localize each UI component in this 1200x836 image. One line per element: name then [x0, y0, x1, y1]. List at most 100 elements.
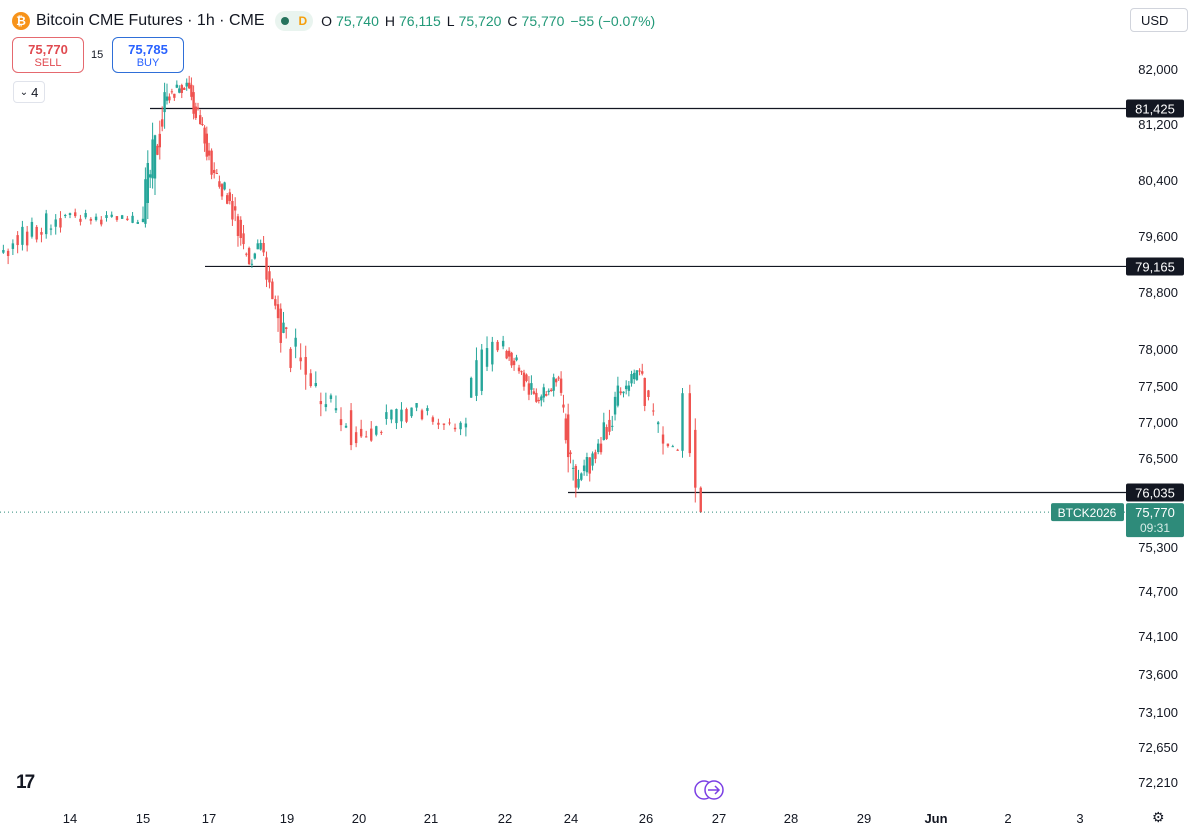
- y-axis-tick-label: 77,000: [1138, 415, 1178, 430]
- candle: [223, 181, 226, 191]
- candle: [694, 418, 697, 503]
- candle: [276, 295, 280, 332]
- candle: [554, 378, 558, 387]
- candle: [624, 380, 628, 395]
- candle: [205, 126, 208, 161]
- candle: [415, 403, 418, 412]
- symbol-header[interactable]: ₿ Bitcoin CME Futures · 1h · CME D O 75,…: [12, 9, 655, 33]
- svg-text:81,425: 81,425: [1135, 102, 1175, 117]
- candle: [527, 376, 531, 401]
- candle: [282, 311, 285, 334]
- candle: [163, 82, 166, 129]
- candle: [431, 415, 435, 425]
- candle: [170, 88, 174, 95]
- x-axis-tick-label: 21: [424, 811, 438, 826]
- settings-icon[interactable]: ⚙: [1152, 809, 1165, 825]
- candle: [540, 394, 543, 407]
- candle: [180, 83, 183, 99]
- candle: [228, 188, 231, 205]
- candle: [210, 148, 213, 180]
- bitcoin-icon: ₿: [12, 12, 30, 30]
- candle: [562, 394, 565, 413]
- candle: [574, 464, 578, 498]
- candle: [611, 415, 614, 431]
- candle: [274, 295, 277, 310]
- candle: [491, 336, 494, 372]
- y-axis-tick-label: 79,600: [1138, 229, 1178, 244]
- candle: [21, 220, 24, 251]
- candle: [45, 209, 48, 239]
- x-axis-tick-label: 20: [352, 811, 366, 826]
- candle: [505, 349, 508, 360]
- candle: [285, 326, 288, 339]
- candle: [233, 197, 237, 222]
- candle: [319, 392, 323, 417]
- candle: [74, 208, 77, 218]
- candle: [299, 343, 302, 370]
- candle: [220, 183, 224, 200]
- candle: [557, 375, 560, 381]
- candle: [594, 449, 597, 464]
- candle: [68, 212, 72, 219]
- candle: [2, 244, 5, 254]
- candle: [40, 227, 43, 243]
- sell-label: SELL: [34, 56, 62, 69]
- candle: [265, 251, 268, 288]
- buy-button[interactable]: 75,785 BUY: [112, 37, 184, 73]
- candle: [656, 420, 660, 433]
- low-value: 75,720: [458, 13, 502, 29]
- candle: [630, 370, 633, 387]
- candle-series: [2, 75, 702, 513]
- candle: [153, 134, 157, 196]
- candle: [242, 225, 245, 250]
- candle: [334, 395, 338, 413]
- x-axis-tick-label: 19: [280, 811, 294, 826]
- y-axis-tick-label: 72,650: [1138, 740, 1178, 755]
- candle: [173, 93, 176, 101]
- candle: [141, 206, 145, 223]
- y-axis-tick-label: 74,700: [1138, 584, 1178, 599]
- bar-countdown: 09:31: [1140, 521, 1170, 535]
- x-axis-tick-label: 2: [1004, 811, 1011, 826]
- candle: [370, 421, 373, 442]
- delay-badge: D: [298, 14, 308, 28]
- symbol-tag: BTCK2026: [1051, 503, 1124, 522]
- candle: [525, 373, 528, 383]
- tradingview-logo-icon[interactable]: 17: [16, 772, 35, 793]
- candle: [168, 93, 171, 104]
- y-axis-tick-label: 76,500: [1138, 451, 1178, 466]
- candle: [199, 109, 202, 125]
- candle: [49, 224, 53, 236]
- candle: [545, 391, 548, 397]
- high-value: 76,115: [399, 13, 441, 29]
- candle: [688, 384, 691, 457]
- candle: [151, 122, 154, 189]
- market-status[interactable]: D: [274, 11, 314, 31]
- x-axis-tick-label: 29: [857, 811, 871, 826]
- candle: [588, 457, 591, 482]
- candle: [580, 472, 583, 482]
- candle: [245, 252, 248, 257]
- candle: [613, 391, 617, 421]
- candle: [559, 371, 563, 396]
- candle: [448, 418, 451, 426]
- candle: [619, 387, 622, 396]
- currency-select[interactable]: USD: [1130, 8, 1188, 32]
- candle: [410, 407, 413, 418]
- x-axis-tick-label: 28: [784, 811, 798, 826]
- candle: [676, 448, 679, 451]
- symbol-title[interactable]: Bitcoin CME Futures · 1h · CME: [36, 12, 265, 29]
- event-markers: [694, 780, 724, 800]
- candle: [547, 388, 550, 396]
- indicators-toggle-button[interactable]: ⌄ 4: [13, 81, 45, 103]
- candle: [582, 459, 586, 476]
- candle: [256, 239, 259, 250]
- candle: [475, 347, 478, 402]
- candle: [329, 393, 333, 403]
- level-price-label: 79,165: [1126, 257, 1184, 276]
- sell-button[interactable]: 75,770 SELL: [12, 37, 84, 73]
- candle: [25, 225, 29, 252]
- currency-label: USD: [1141, 12, 1169, 28]
